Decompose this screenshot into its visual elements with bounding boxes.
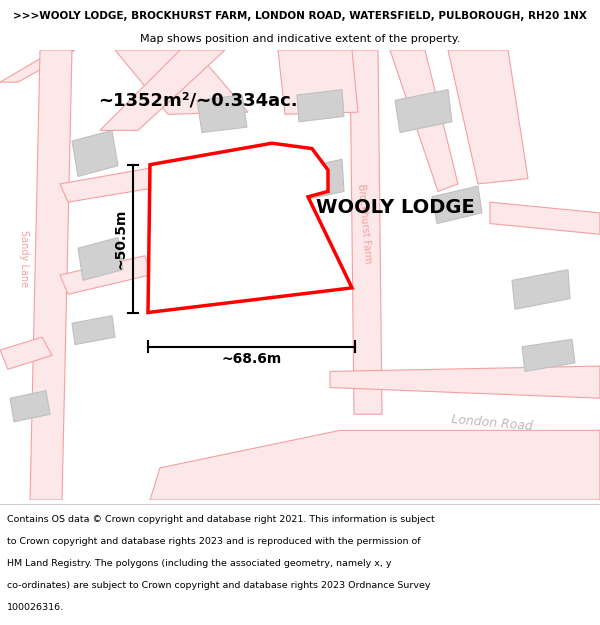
Polygon shape (100, 50, 225, 131)
Polygon shape (115, 50, 248, 114)
Text: co-ordinates) are subject to Crown copyright and database rights 2023 Ordnance S: co-ordinates) are subject to Crown copyr… (7, 581, 431, 589)
Text: Map shows position and indicative extent of the property.: Map shows position and indicative extent… (140, 34, 460, 44)
Text: ~1352m²/~0.334ac.: ~1352m²/~0.334ac. (98, 92, 298, 110)
Polygon shape (278, 50, 358, 114)
Polygon shape (10, 391, 50, 422)
Polygon shape (148, 143, 352, 312)
Text: Sandy Lane: Sandy Lane (19, 231, 29, 288)
Text: WOOLY LODGE: WOOLY LODGE (316, 198, 475, 217)
Polygon shape (30, 50, 72, 500)
Text: London Road: London Road (451, 413, 533, 433)
Text: >>>WOOLY LODGE, BROCKHURST FARM, LONDON ROAD, WATERSFIELD, PULBOROUGH, RH20 1NX: >>>WOOLY LODGE, BROCKHURST FARM, LONDON … (13, 11, 587, 21)
Polygon shape (448, 50, 528, 184)
Polygon shape (0, 50, 75, 82)
Text: to Crown copyright and database rights 2023 and is reproduced with the permissio: to Crown copyright and database rights 2… (7, 537, 421, 546)
Polygon shape (217, 164, 272, 208)
Text: Contains OS data © Crown copyright and database right 2021. This information is : Contains OS data © Crown copyright and d… (7, 515, 435, 524)
Polygon shape (150, 431, 600, 500)
Polygon shape (72, 316, 115, 344)
Polygon shape (330, 366, 600, 398)
Polygon shape (197, 95, 247, 132)
Text: ~68.6m: ~68.6m (221, 352, 281, 366)
Polygon shape (390, 50, 458, 191)
Polygon shape (350, 50, 382, 414)
Polygon shape (78, 238, 123, 281)
Polygon shape (60, 256, 150, 294)
Polygon shape (72, 131, 118, 176)
Polygon shape (297, 89, 344, 122)
Text: HM Land Registry. The polygons (including the associated geometry, namely x, y: HM Land Registry. The polygons (includin… (7, 559, 392, 568)
Polygon shape (512, 269, 570, 309)
Polygon shape (395, 89, 452, 132)
Polygon shape (0, 337, 52, 369)
Polygon shape (522, 339, 575, 371)
Polygon shape (490, 202, 600, 234)
Polygon shape (60, 159, 210, 202)
Polygon shape (292, 159, 344, 202)
Polygon shape (432, 186, 482, 224)
Text: 100026316.: 100026316. (7, 602, 64, 611)
Text: ~50.5m: ~50.5m (113, 208, 127, 269)
Text: Brockhurst Farm: Brockhurst Farm (356, 183, 373, 264)
